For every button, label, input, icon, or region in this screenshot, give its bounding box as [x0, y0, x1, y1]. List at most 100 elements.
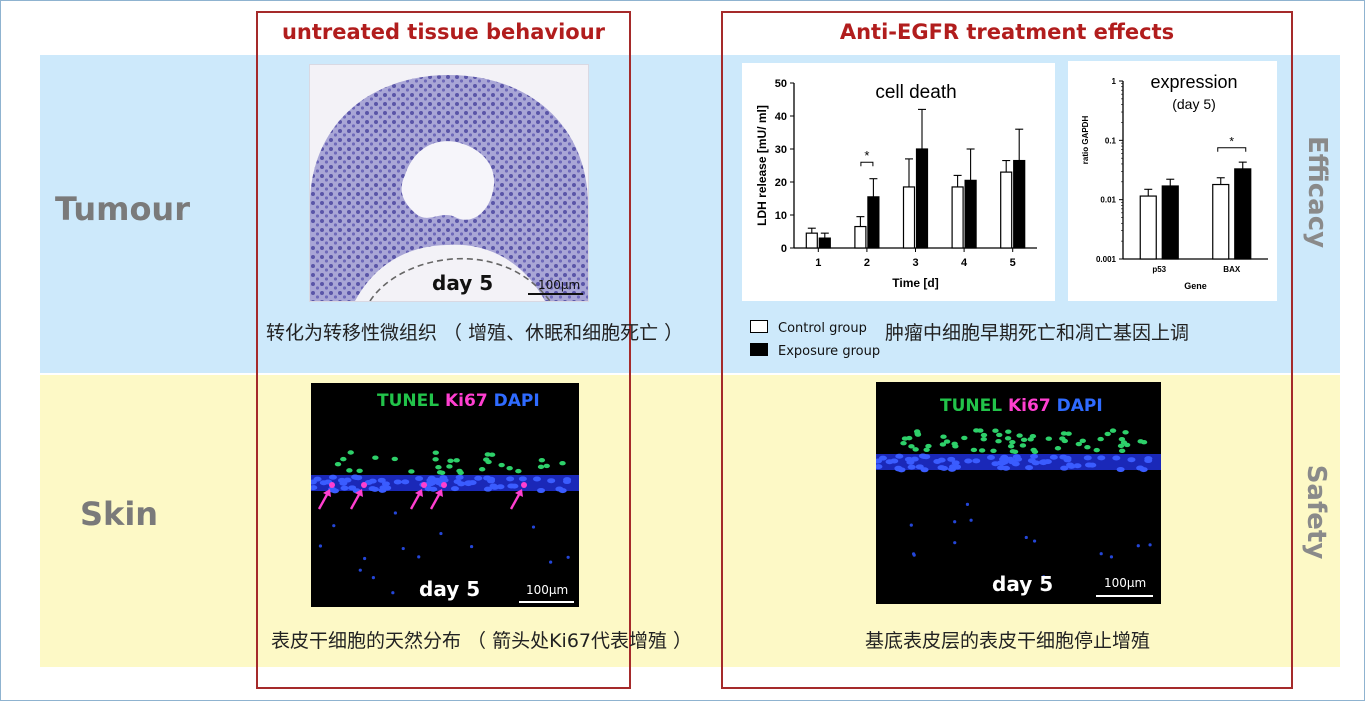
cell-death-title: cell death — [875, 82, 956, 103]
tunel-nucleus — [908, 444, 915, 449]
expression-significance-star: * — [1229, 135, 1234, 149]
dapi-nucleus — [547, 478, 556, 484]
legend-control-label: Control group — [778, 321, 867, 336]
tumour-day-label: day 5 — [432, 271, 494, 295]
cell-death-x-tick-label: 3 — [912, 257, 918, 269]
dapi-nucleus — [1067, 463, 1076, 469]
dapi-dermal-nucleus — [969, 518, 973, 522]
dapi-nucleus — [532, 476, 541, 482]
dapi-dermal-nucleus — [1024, 535, 1028, 540]
dapi-nucleus — [1025, 465, 1034, 471]
legend-control-swatch — [750, 320, 768, 333]
dapi-nucleus — [1127, 457, 1136, 463]
ki67-positive-nucleus — [521, 482, 527, 488]
cell-death-x-tick-label: 4 — [961, 257, 968, 269]
tunel-nucleus — [1122, 430, 1129, 435]
skin-left-fluorescence-image: TUNEL Ki67 DAPI day 5 100µm — [311, 383, 579, 607]
tunel-nucleus — [346, 468, 353, 473]
dapi-nucleus — [313, 476, 322, 482]
ki67-arrow-head — [515, 489, 523, 497]
dapi-nucleus — [1073, 463, 1082, 469]
tunel-nucleus — [1060, 431, 1068, 436]
cell-death-y-tick-label: 20 — [775, 177, 787, 189]
dapi-dermal-nucleus — [371, 575, 375, 580]
dapi-nucleus — [393, 479, 402, 485]
tunel-nucleus — [995, 439, 1002, 444]
ki67-positive-nucleus — [329, 482, 335, 488]
dapi-nucleus — [351, 474, 360, 480]
dapi-nucleus — [1012, 454, 1021, 460]
tunel-nucleus — [1020, 437, 1028, 442]
expression-bar-exposure — [1234, 168, 1252, 260]
tunel-nucleus — [498, 462, 505, 468]
dapi-nucleus — [450, 486, 459, 492]
dapi-nucleus — [937, 465, 946, 471]
cell-death-bar-control — [902, 186, 916, 249]
tunel-nucleus — [1075, 441, 1083, 447]
tunel-nucleus — [1007, 444, 1015, 449]
dapi-nucleus — [415, 476, 424, 482]
tunel-nucleus — [923, 447, 930, 452]
dapi-nucleus — [951, 460, 960, 466]
tunel-nucleus — [356, 468, 363, 473]
dapi-nucleus — [1002, 465, 1011, 471]
dapi-nucleus — [1097, 455, 1106, 461]
dapi-nucleus — [507, 483, 516, 489]
skin-left-stain-dapi: DAPI — [493, 391, 540, 411]
cell-death-significance-star: * — [864, 148, 869, 163]
tumour-histology-drawing — [310, 75, 588, 301]
tunel-nucleus — [912, 447, 919, 452]
dapi-nucleus — [918, 453, 927, 459]
tunel-nucleus — [939, 442, 947, 447]
dapi-nucleus — [947, 456, 956, 462]
tunel-nucleus — [1031, 449, 1039, 454]
expression-bar-control — [1139, 195, 1157, 260]
dapi-nucleus — [897, 467, 906, 473]
dapi-nucleus — [487, 478, 496, 484]
tunel-nucleus — [538, 457, 546, 463]
tunel-nucleus — [347, 450, 354, 455]
cell-death-bar-control — [951, 186, 964, 249]
dapi-nucleus — [1049, 454, 1058, 460]
tunel-nucleus — [543, 463, 550, 469]
tunel-nucleus — [1097, 436, 1104, 442]
legend-exposure: Exposure group — [750, 343, 880, 359]
dapi-nucleus — [876, 464, 883, 470]
tunel-nucleus — [1109, 428, 1117, 433]
dapi-nucleus — [1085, 462, 1094, 468]
tunel-nucleus — [447, 458, 454, 463]
dapi-dermal-nucleus — [363, 556, 367, 561]
dapi-dermal-nucleus — [391, 591, 395, 595]
tunel-nucleus — [943, 439, 951, 444]
dapi-dermal-nucleus — [1099, 552, 1103, 556]
skin-right-fluorescence-image: TUNEL Ki67 DAPI day 5 100µm — [876, 382, 1161, 604]
tunel-nucleus — [1065, 431, 1072, 436]
dapi-nucleus — [340, 485, 349, 491]
tunel-nucleus — [515, 468, 522, 474]
dapi-dermal-nucleus — [965, 502, 970, 506]
column-title-untreated: untreated tissue behaviour — [281, 20, 606, 44]
tunel-nucleus — [1016, 433, 1023, 438]
cell-death-y-tick-label: 50 — [775, 78, 787, 90]
dapi-nucleus — [378, 487, 387, 493]
dapi-nucleus — [453, 479, 462, 485]
tunel-nucleus — [372, 455, 379, 460]
dapi-nucleus — [948, 466, 957, 472]
dapi-nucleus — [483, 486, 492, 492]
dapi-nucleus — [348, 485, 357, 491]
cell-death-bar-exposure — [964, 179, 977, 249]
expression-chart-panel: 0.001 0.01 0.1 1 p53 BAX * expression (day 5) Gen… — [1068, 61, 1277, 301]
caption-tumour-left: 转化为转移性微组织 （ 增殖、休眠和细胞死亡 ） — [266, 322, 684, 344]
tunel-nucleus — [1137, 439, 1144, 444]
tunel-nucleus — [506, 466, 513, 471]
tunel-nucleus — [1118, 448, 1126, 454]
cell-death-bar-exposure — [1013, 159, 1026, 249]
tunel-nucleus — [1011, 449, 1019, 454]
expression-x-tick-label: BAX — [1223, 265, 1241, 274]
tunel-nucleus — [996, 432, 1003, 438]
row-label-tumour: Tumour — [55, 190, 190, 228]
dapi-nucleus — [907, 464, 916, 470]
expression-y-tick-label: 1 — [1112, 77, 1117, 86]
dapi-nucleus — [328, 474, 337, 480]
cell-death-x-label: Time [d] — [892, 276, 938, 290]
